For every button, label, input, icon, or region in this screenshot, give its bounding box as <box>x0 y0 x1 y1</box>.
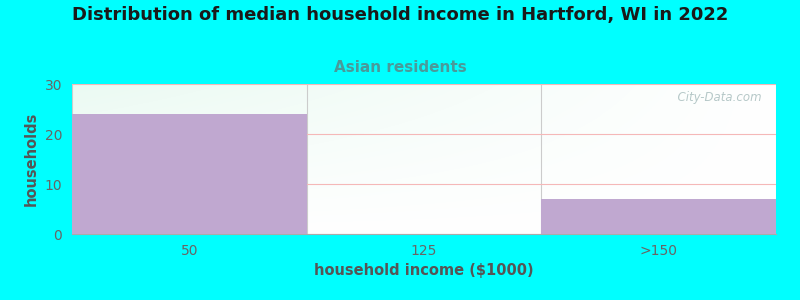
Y-axis label: households: households <box>24 112 39 206</box>
Bar <box>72 114 306 234</box>
Text: Asian residents: Asian residents <box>334 60 466 75</box>
X-axis label: household income ($1000): household income ($1000) <box>314 263 534 278</box>
Text: City-Data.com: City-Data.com <box>670 92 762 104</box>
Text: Distribution of median household income in Hartford, WI in 2022: Distribution of median household income … <box>72 6 728 24</box>
Bar <box>542 199 776 234</box>
